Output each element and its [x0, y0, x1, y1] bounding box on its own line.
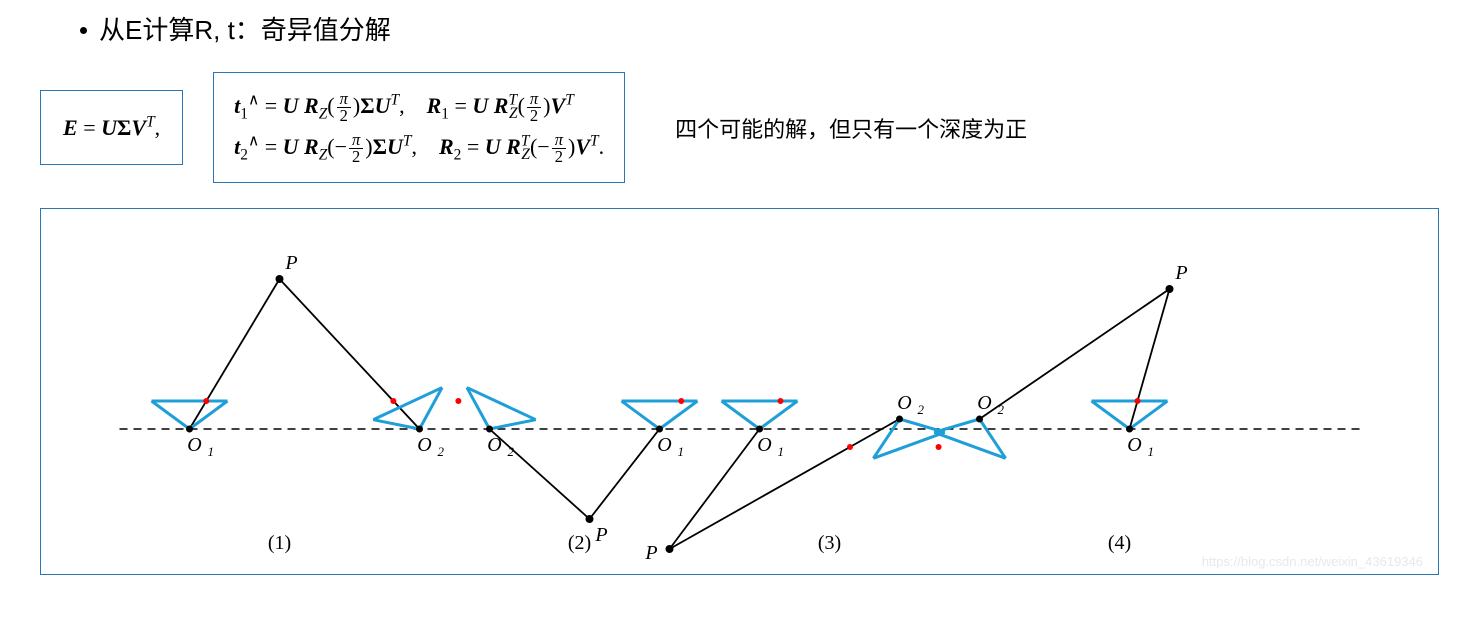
svg-text:(1): (1): [268, 532, 291, 554]
watermark-text: https://blog.csdn.net/weixin_43619346: [1202, 554, 1423, 569]
page-heading: 从E计算R, t：奇异值分解: [80, 10, 1439, 47]
svg-text:O: O: [657, 434, 671, 456]
svg-text:O: O: [487, 434, 501, 456]
chirality-diagram: O1O2P(1)O1O2P(2)O1O2P(3)O1O2P(4): [61, 219, 1418, 559]
svg-text:O: O: [187, 434, 201, 456]
svg-text:O: O: [1127, 434, 1141, 456]
svg-text:P: P: [644, 542, 657, 559]
svg-text:2: 2: [918, 402, 925, 417]
formula-row: E = UΣVT, t1∧ = U RZ(π2)ΣUT, R1 = U RTZ(…: [40, 72, 1439, 183]
note-text: 四个可能的解，但只有一个深度为正: [675, 112, 1027, 144]
svg-text:O: O: [417, 434, 431, 456]
svg-text:P: P: [594, 524, 607, 546]
svg-text:2: 2: [508, 444, 515, 459]
svg-text:(4): (4): [1108, 532, 1131, 554]
formula-solutions: t1∧ = U RZ(π2)ΣUT, R1 = U RTZ(π2)VT t2∧ …: [213, 72, 625, 183]
svg-text:1: 1: [208, 444, 215, 459]
svg-text:O: O: [977, 392, 991, 414]
svg-text:(3): (3): [818, 532, 841, 554]
svg-text:1: 1: [778, 444, 785, 459]
formula-line2: t2∧ = U RZ(−π2)ΣUT, R2 = U RTZ(−π2)VT.: [234, 128, 604, 169]
svg-text:P: P: [284, 252, 297, 274]
svg-text:P: P: [1174, 262, 1187, 284]
svg-text:2: 2: [438, 444, 445, 459]
svg-text:O: O: [757, 434, 771, 456]
svg-text:(2): (2): [568, 532, 591, 554]
formula-svd: E = UΣVT,: [40, 90, 183, 165]
heading-text: 从E计算R, t：奇异值分解: [99, 15, 391, 45]
formula-line1: t1∧ = U RZ(π2)ΣUT, R1 = U RTZ(π2)VT: [234, 87, 604, 128]
svg-text:O: O: [897, 392, 911, 414]
bullet-icon: [80, 27, 87, 34]
svg-text:1: 1: [1148, 444, 1155, 459]
svg-text:2: 2: [998, 402, 1005, 417]
svg-text:1: 1: [678, 444, 685, 459]
diagram-container: O1O2P(1)O1O2P(2)O1O2P(3)O1O2P(4) https:/…: [40, 208, 1439, 575]
